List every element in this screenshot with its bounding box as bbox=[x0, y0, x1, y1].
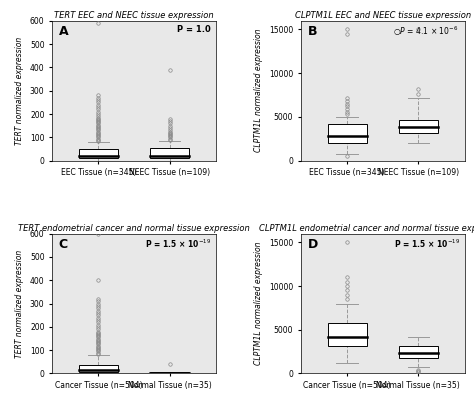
Bar bbox=[79, 365, 118, 372]
Text: ○$\mathit{P}$ = 4.1 × 10$^{−6}$: ○$\mathit{P}$ = 4.1 × 10$^{−6}$ bbox=[393, 25, 458, 38]
Bar bbox=[150, 148, 189, 158]
Bar bbox=[328, 323, 367, 346]
Title: CLPTM1L endometrial cancer and normal tissue expression: CLPTM1L endometrial cancer and normal ti… bbox=[259, 224, 474, 233]
Bar bbox=[399, 120, 438, 133]
Y-axis label: TERT normalized expression: TERT normalized expression bbox=[15, 249, 24, 358]
Y-axis label: TERT normalized expression: TERT normalized expression bbox=[15, 37, 24, 145]
Text: $\mathbf{P}$ = 1.5 × 10$^{−19}$: $\mathbf{P}$ = 1.5 × 10$^{−19}$ bbox=[145, 238, 211, 250]
Text: P = 1.0: P = 1.0 bbox=[177, 25, 211, 34]
Title: CLPTM1L EEC and NEEC tissue expression: CLPTM1L EEC and NEEC tissue expression bbox=[295, 11, 471, 20]
Bar bbox=[399, 346, 438, 358]
Y-axis label: CLPTM1L normalized expression: CLPTM1L normalized expression bbox=[255, 29, 264, 152]
Title: TERT endometrial cancer and normal tissue expression: TERT endometrial cancer and normal tissu… bbox=[18, 224, 250, 233]
Title: TERT EEC and NEEC tissue expression: TERT EEC and NEEC tissue expression bbox=[54, 11, 214, 20]
Text: B: B bbox=[308, 25, 317, 38]
Y-axis label: CLPTM1L normalized expression: CLPTM1L normalized expression bbox=[255, 242, 264, 365]
Text: D: D bbox=[308, 238, 318, 251]
Bar bbox=[328, 124, 367, 143]
Text: $\mathbf{P}$ = 1.5 × 10$^{−19}$: $\mathbf{P}$ = 1.5 × 10$^{−19}$ bbox=[393, 238, 460, 250]
Text: C: C bbox=[59, 238, 68, 251]
Text: A: A bbox=[59, 25, 68, 38]
Bar bbox=[150, 372, 189, 373]
Bar bbox=[79, 149, 118, 158]
